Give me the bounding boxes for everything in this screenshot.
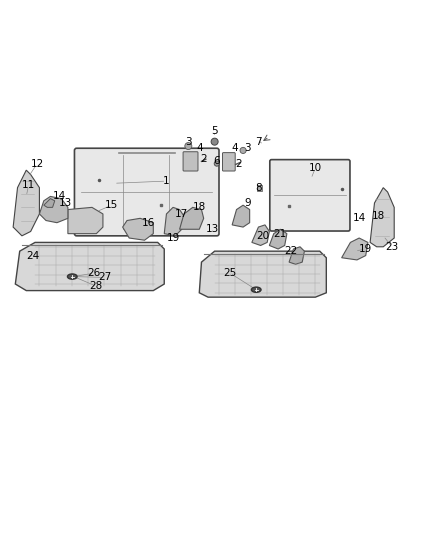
Text: 15: 15: [105, 200, 118, 210]
Text: 22: 22: [285, 246, 298, 256]
Text: 6: 6: [213, 156, 220, 166]
Polygon shape: [269, 229, 287, 249]
Text: 17: 17: [175, 209, 188, 219]
Text: 4: 4: [196, 143, 203, 154]
Polygon shape: [15, 243, 164, 290]
Text: 2: 2: [235, 159, 242, 168]
FancyBboxPatch shape: [270, 159, 350, 231]
Text: 4: 4: [231, 143, 238, 154]
Bar: [257, 185, 262, 191]
Text: 5: 5: [211, 126, 218, 136]
Text: 18: 18: [372, 211, 385, 221]
Text: 10: 10: [309, 163, 322, 173]
Ellipse shape: [67, 274, 77, 279]
Text: 3: 3: [244, 143, 251, 154]
Text: 12: 12: [31, 159, 44, 168]
Text: 3: 3: [185, 136, 192, 147]
Text: 18: 18: [193, 203, 206, 212]
Circle shape: [185, 142, 192, 150]
Text: 1: 1: [163, 176, 170, 186]
Polygon shape: [13, 170, 39, 236]
Polygon shape: [289, 247, 304, 264]
Text: 9: 9: [244, 198, 251, 208]
FancyBboxPatch shape: [74, 148, 219, 236]
Polygon shape: [232, 205, 250, 227]
Text: 25: 25: [223, 268, 237, 278]
Polygon shape: [199, 251, 326, 297]
Circle shape: [240, 147, 246, 154]
Text: 7: 7: [255, 136, 262, 147]
Polygon shape: [44, 199, 55, 207]
Polygon shape: [39, 197, 68, 223]
Text: 27: 27: [99, 272, 112, 282]
Text: 14: 14: [353, 213, 366, 223]
Polygon shape: [370, 188, 394, 247]
Text: 23: 23: [385, 242, 399, 252]
Circle shape: [211, 138, 218, 145]
Ellipse shape: [251, 287, 261, 292]
Text: 13: 13: [206, 224, 219, 235]
Polygon shape: [123, 219, 153, 240]
Text: 14: 14: [53, 191, 66, 201]
Polygon shape: [252, 225, 269, 246]
Polygon shape: [164, 207, 184, 236]
Text: 28: 28: [90, 281, 103, 291]
Text: 16: 16: [142, 217, 155, 228]
Text: 20: 20: [256, 231, 269, 241]
FancyBboxPatch shape: [223, 152, 235, 171]
Text: 26: 26: [88, 268, 101, 278]
Text: 19: 19: [166, 233, 180, 243]
Text: 19: 19: [359, 244, 372, 254]
Text: 21: 21: [274, 229, 287, 239]
Polygon shape: [180, 207, 204, 229]
Polygon shape: [342, 238, 368, 260]
Polygon shape: [68, 207, 103, 233]
Text: 2: 2: [200, 154, 207, 164]
Text: 24: 24: [26, 251, 39, 261]
Circle shape: [214, 161, 219, 166]
Text: 13: 13: [59, 198, 72, 208]
Text: 8: 8: [255, 183, 262, 192]
Text: 11: 11: [22, 181, 35, 190]
FancyBboxPatch shape: [183, 152, 198, 171]
